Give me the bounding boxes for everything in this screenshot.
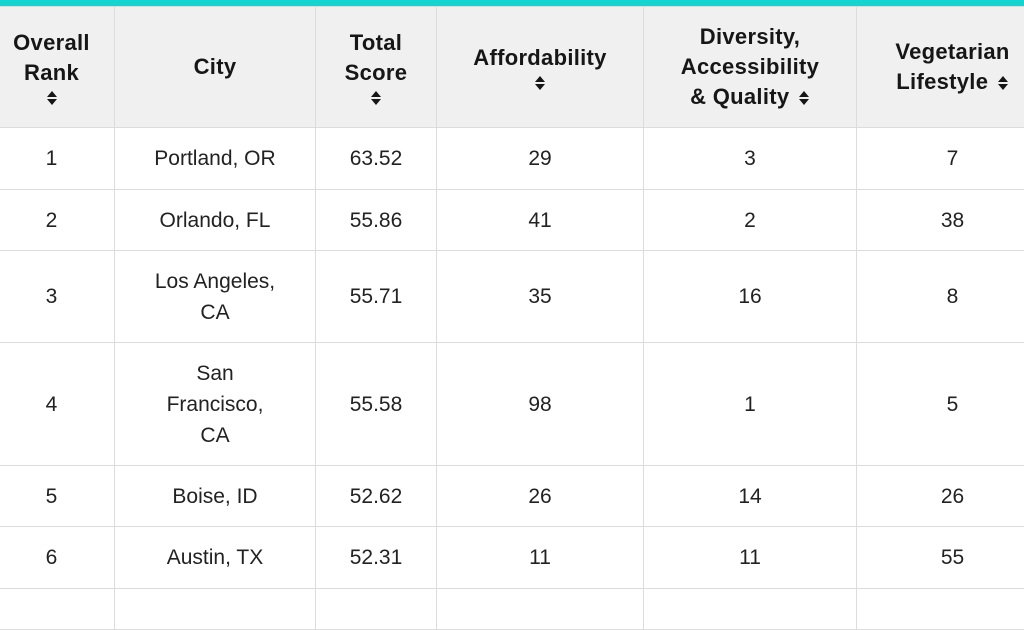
table-row: 2 Orlando, FL 55.86 41 2 38 (0, 190, 1024, 251)
empty-cell (644, 589, 857, 630)
column-header-label: Overall (13, 30, 90, 55)
table-row: 6 Austin, TX 52.31 11 11 55 (0, 527, 1024, 589)
rank-cell: 6 (0, 527, 115, 589)
rank-cell: 2 (0, 190, 115, 251)
empty-cell (115, 589, 316, 630)
table-header-row: Overall Rank City Total Score Affordabil… (0, 7, 1024, 128)
column-header-total-score[interactable]: Total Score (316, 7, 437, 128)
table-row: 1 Portland, OR 63.52 29 3 7 (0, 128, 1024, 190)
table-row: 5 Boise, ID 52.62 26 14 26 (0, 466, 1024, 527)
column-header-label: Total (350, 30, 402, 55)
table-row: 4 San Francisco, CA 55.58 98 1 5 (0, 343, 1024, 466)
rank-cell: 4 (0, 343, 115, 466)
column-header-label: Score (345, 60, 408, 85)
column-header-label: Vegetarian (895, 39, 1009, 64)
affordability-cell: 98 (437, 343, 644, 466)
sort-updown-icon[interactable] (997, 75, 1009, 91)
column-header-label: Rank (24, 60, 79, 85)
column-header-vegetarian-lifestyle[interactable]: Vegetarian Lifestyle (857, 7, 1024, 128)
empty-cell (857, 589, 1024, 630)
diversity-cell: 16 (644, 251, 857, 343)
total-score-cell: 52.31 (316, 527, 437, 589)
diversity-cell: 2 (644, 190, 857, 251)
city-name: Los Angeles, CA (140, 266, 290, 328)
vegetarian-cell: 26 (857, 466, 1024, 527)
city-cell: Austin, TX (115, 527, 316, 589)
table-row-partial (0, 589, 1024, 630)
rank-cell: 3 (0, 251, 115, 343)
ranking-table-container: Overall Rank City Total Score Affordabil… (0, 6, 1024, 630)
sort-updown-icon[interactable] (370, 90, 382, 106)
empty-cell (0, 589, 115, 630)
column-header-overall-rank[interactable]: Overall Rank (0, 7, 115, 128)
total-score-cell: 63.52 (316, 128, 437, 190)
column-header-label: City (194, 54, 237, 79)
diversity-cell: 14 (644, 466, 857, 527)
column-header-label: Accessibility (681, 54, 819, 79)
vegetarian-cell: 8 (857, 251, 1024, 343)
affordability-cell: 11 (437, 527, 644, 589)
city-ranking-table: Overall Rank City Total Score Affordabil… (0, 6, 1024, 630)
column-header-affordability[interactable]: Affordability (437, 7, 644, 128)
empty-cell (316, 589, 437, 630)
city-cell: San Francisco, CA (115, 343, 316, 466)
diversity-cell: 1 (644, 343, 857, 466)
rank-cell: 5 (0, 466, 115, 527)
vegetarian-cell: 38 (857, 190, 1024, 251)
column-header-label: Lifestyle (896, 69, 988, 94)
affordability-cell: 35 (437, 251, 644, 343)
city-cell: Boise, ID (115, 466, 316, 527)
diversity-cell: 3 (644, 128, 857, 190)
rank-cell: 1 (0, 128, 115, 190)
affordability-cell: 29 (437, 128, 644, 190)
vegetarian-cell: 55 (857, 527, 1024, 589)
affordability-cell: 26 (437, 466, 644, 527)
column-header-diversity[interactable]: Diversity, Accessibility & Quality (644, 7, 857, 128)
total-score-cell: 55.71 (316, 251, 437, 343)
table-row: 3 Los Angeles, CA 55.71 35 16 8 (0, 251, 1024, 343)
diversity-cell: 11 (644, 527, 857, 589)
column-header-city: City (115, 7, 316, 128)
sort-updown-icon[interactable] (46, 90, 58, 106)
total-score-cell: 55.86 (316, 190, 437, 251)
vegetarian-cell: 7 (857, 128, 1024, 190)
city-cell: Los Angeles, CA (115, 251, 316, 343)
sort-updown-icon[interactable] (798, 90, 810, 106)
column-header-label: Diversity, (700, 24, 800, 49)
sort-updown-icon[interactable] (534, 75, 546, 91)
total-score-cell: 52.62 (316, 466, 437, 527)
total-score-cell: 55.58 (316, 343, 437, 466)
city-cell: Orlando, FL (115, 190, 316, 251)
city-name: San Francisco, CA (158, 358, 273, 451)
empty-cell (437, 589, 644, 630)
affordability-cell: 41 (437, 190, 644, 251)
column-header-label: & Quality (690, 84, 789, 109)
column-header-label: Affordability (473, 45, 606, 70)
city-cell: Portland, OR (115, 128, 316, 190)
vegetarian-cell: 5 (857, 343, 1024, 466)
